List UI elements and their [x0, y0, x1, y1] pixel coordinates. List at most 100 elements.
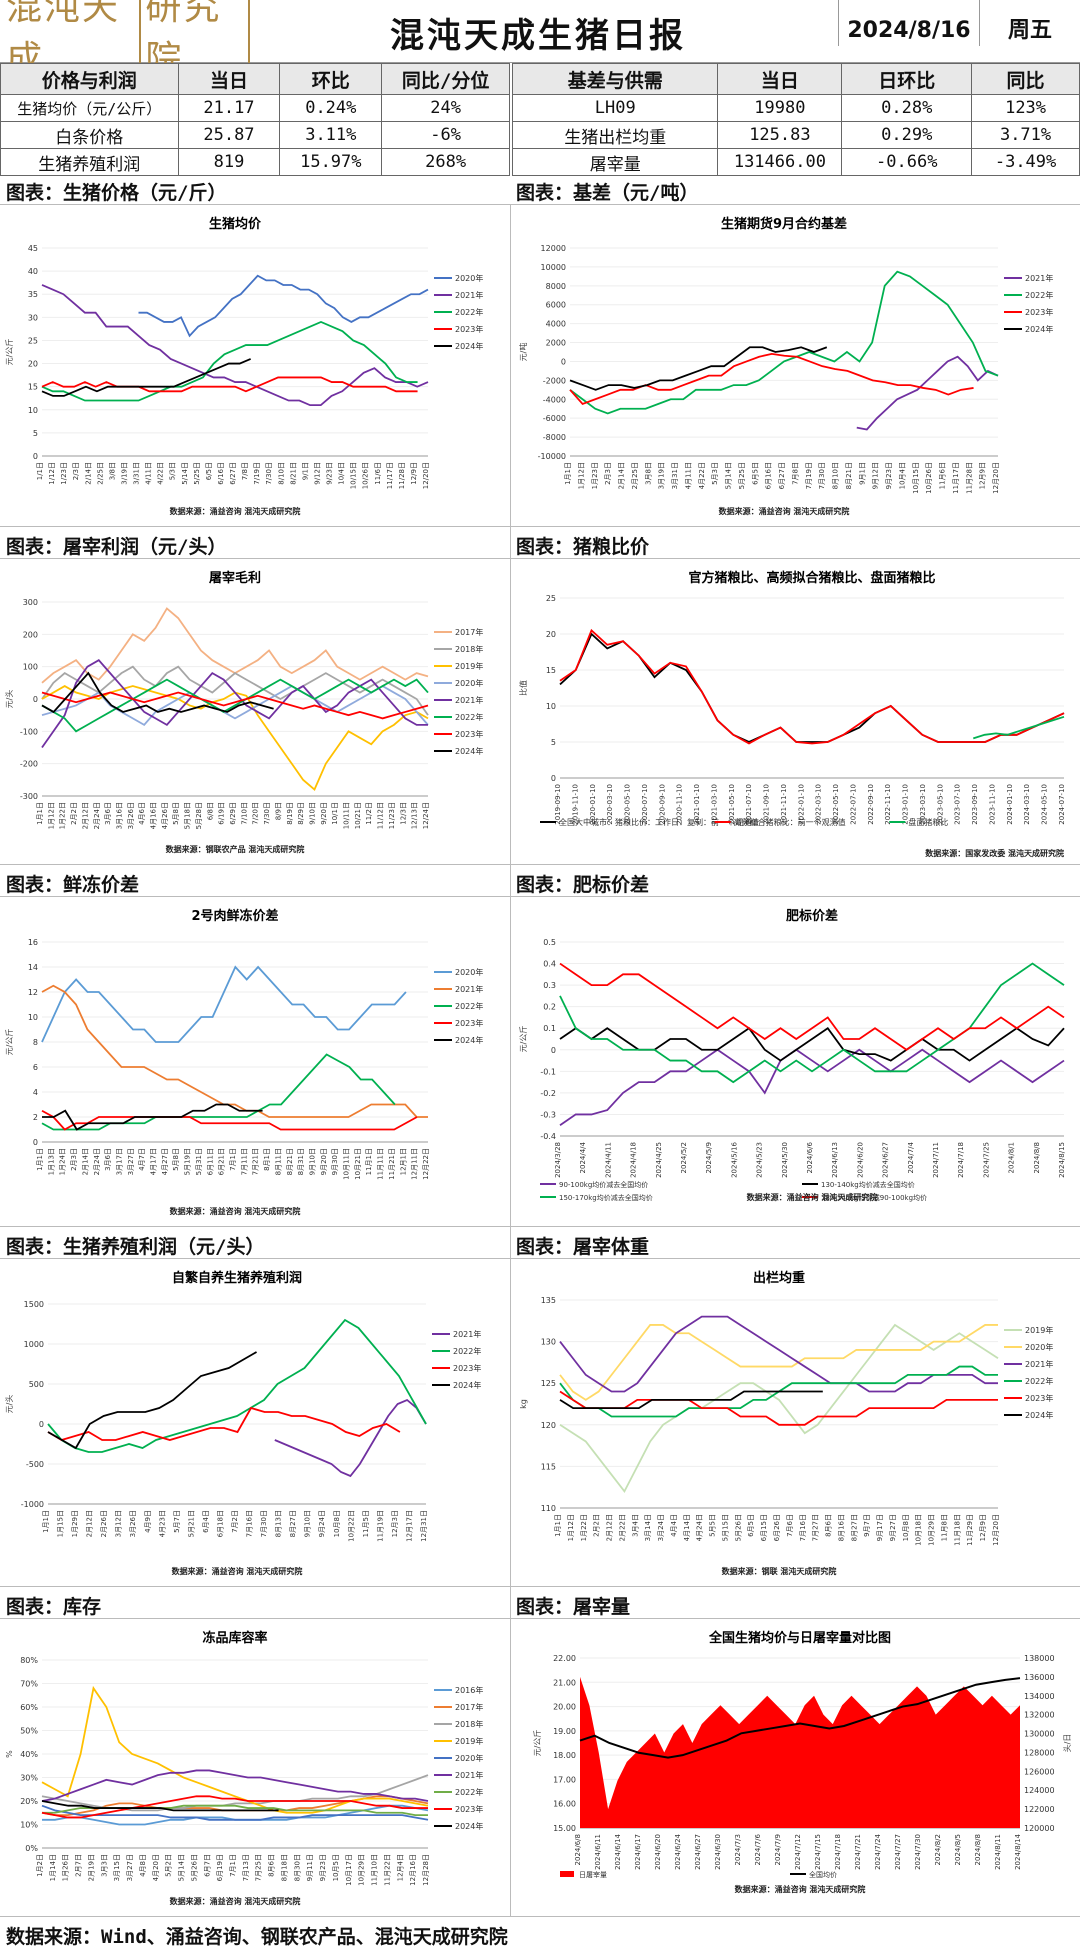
x-tick-label: 2月12日: [86, 1510, 94, 1537]
chart-frozen-storage: 冻品库容率% 0% 10% 20% 30% 40% 50% 60% 70% 80% 1月2日 1月14…: [5, 1630, 483, 1906]
x-tick-label: 1月1日: [36, 1148, 44, 1171]
x-tick-label: 7月1日: [229, 1148, 237, 1171]
x-tick-label: 2月24日: [93, 1148, 101, 1175]
y2-tick-label: 134000: [1024, 1692, 1055, 1701]
series-line: [41, 1769, 429, 1802]
table-row: 屠宰量 131466.00 -0.66% -3.49%: [511, 148, 1080, 176]
legend-swatch: [560, 1871, 574, 1877]
x-tick-label: 2024/6/11: [594, 1834, 602, 1870]
x-tick-label: 3/31日: [133, 462, 141, 485]
legend-label: 2020年: [1025, 1342, 1053, 1352]
x-tick-label: 10月4日: [898, 462, 906, 489]
x-tick-label: 5月18日: [184, 802, 192, 829]
y-tick-label: 0.3: [543, 981, 556, 990]
series-line: [41, 965, 407, 1043]
x-tick-label: 5月8日: [172, 802, 180, 825]
x-tick-label: 10/15日: [350, 462, 358, 489]
x-tick-label: 8月16日: [837, 1514, 845, 1541]
x-tick-label: 2021-01-10: [693, 784, 701, 825]
y-tick-label: 16.00: [553, 1800, 576, 1809]
x-tick-label: 4月24日: [696, 1514, 704, 1541]
y-axis-label: 元/头: [4, 1395, 14, 1414]
x-tick-label: 6月19日: [216, 1854, 224, 1881]
x-tick-label: 2月2日: [70, 802, 78, 825]
x-tick-label: 1月14日: [49, 1854, 57, 1881]
x-tick-label: 4月9日: [144, 1510, 152, 1533]
chart-title: 全国生猪均价与日屠宰量对比图: [708, 1630, 891, 1646]
x-tick-label: 11月8日: [940, 1514, 948, 1541]
y2-tick-label: 128000: [1024, 1748, 1055, 1757]
legend-label: 2024年: [453, 1380, 481, 1390]
x-tick-label: 1月1日: [42, 1510, 50, 1533]
x-tick-label: 3月3日: [100, 1854, 108, 1877]
x-tick-label: 10月8日: [333, 1510, 341, 1537]
series-line: [42, 1103, 263, 1131]
x-tick-label: 11月19日: [376, 1510, 384, 1542]
x-tick-label: 4月26日: [161, 802, 169, 829]
legend-label: 2017年: [455, 627, 483, 637]
series-line: [41, 607, 429, 684]
x-tick-label: 1月13日: [47, 1148, 55, 1175]
x-tick-label: 2024/7/9: [774, 1834, 782, 1865]
series-line: [41, 376, 418, 393]
x-tick-label: 5月25日: [738, 462, 746, 489]
section-title: 图表：生猪价格（元/斤）: [6, 182, 227, 204]
legend-label: 日屠宰量: [579, 1870, 607, 1879]
x-tick-label: 12月20日: [992, 462, 1000, 494]
x-tick-label: 12/24日: [422, 802, 430, 829]
x-tick-label: 6月5日: [751, 462, 759, 485]
y2-tick-label: 124000: [1024, 1786, 1055, 1795]
y-tick-label: 15: [28, 383, 38, 392]
x-tick-label: 11月21日: [388, 1148, 396, 1180]
table-header: 价格与利润: [0, 63, 179, 95]
x-tick-label: 2023-11-10: [988, 784, 996, 825]
x-tick-label: 1月15日: [57, 1510, 65, 1537]
y-tick-label: -8000: [543, 433, 566, 442]
x-tick-label: 5/3日: [169, 462, 177, 480]
x-tick-label: 3月26日: [127, 802, 135, 829]
legend-label: 2022年: [455, 307, 483, 317]
x-tick-label: 8月27日: [850, 1514, 858, 1541]
legend-label: 2017年: [455, 1702, 483, 1712]
x-tick-label: 2024/7/21: [854, 1834, 862, 1870]
x-tick-label: 7月6日: [786, 1514, 794, 1537]
x-tick-label: 2020-05-10: [624, 784, 632, 825]
series-line: [47, 1351, 258, 1450]
x-tick-label: 2月12日: [606, 1514, 614, 1541]
x-tick-label: 2024/6/27: [694, 1834, 702, 1870]
x-tick-label: 12/20日: [422, 462, 430, 489]
x-tick-label: 8月18日: [280, 1854, 288, 1881]
legend-label: 全国均价: [809, 1870, 837, 1879]
table-cell: 123%: [971, 94, 1080, 122]
x-tick-label: 5月21日: [187, 1510, 195, 1537]
x-tick-label: 7月30日: [260, 1510, 268, 1537]
x-tick-label: 2021-11-10: [780, 784, 788, 825]
x-tick-label: 2024/4/25: [655, 1142, 663, 1178]
y-tick-label: -10000: [538, 452, 566, 461]
x-tick-label: 8月1日: [263, 1148, 271, 1171]
x-tick-label: 7月2日: [231, 1510, 239, 1533]
x-tick-label: 7/8日: [241, 462, 249, 480]
x-tick-label: 1月23日: [591, 462, 599, 489]
x-tick-label: 2024-07-10: [1058, 784, 1066, 825]
y-axis-label: 元/公斤: [4, 1029, 14, 1056]
series-line: [41, 671, 274, 714]
y-tick-label: 4: [33, 1088, 38, 1097]
x-tick-label: 2024/7/15: [814, 1834, 822, 1870]
y-tick-label: 35: [28, 290, 38, 299]
x-tick-label: 2024/8/2: [934, 1834, 942, 1865]
legend-label: 2024年: [455, 341, 483, 351]
chart-source: 数据来源：涌益咨询 混沌天成研究院: [172, 1566, 303, 1576]
x-tick-label: 9月20日: [320, 1148, 328, 1175]
x-tick-label: 2/3日: [72, 462, 80, 480]
legend-label: 2024年: [455, 1821, 483, 1831]
y-tick-label: 0: [39, 1420, 44, 1429]
x-tick-label: 9/23日: [326, 462, 334, 485]
y-tick-label: 0.2: [543, 1003, 556, 1012]
x-tick-label: 2024/6/13: [831, 1142, 839, 1178]
table-cell: 0.29%: [841, 121, 973, 149]
table-row: 白条价格 25.87 3.11% -6%: [0, 121, 510, 149]
x-tick-label: 6月27日: [778, 462, 786, 489]
x-tick-label: 3月6日: [104, 802, 112, 825]
